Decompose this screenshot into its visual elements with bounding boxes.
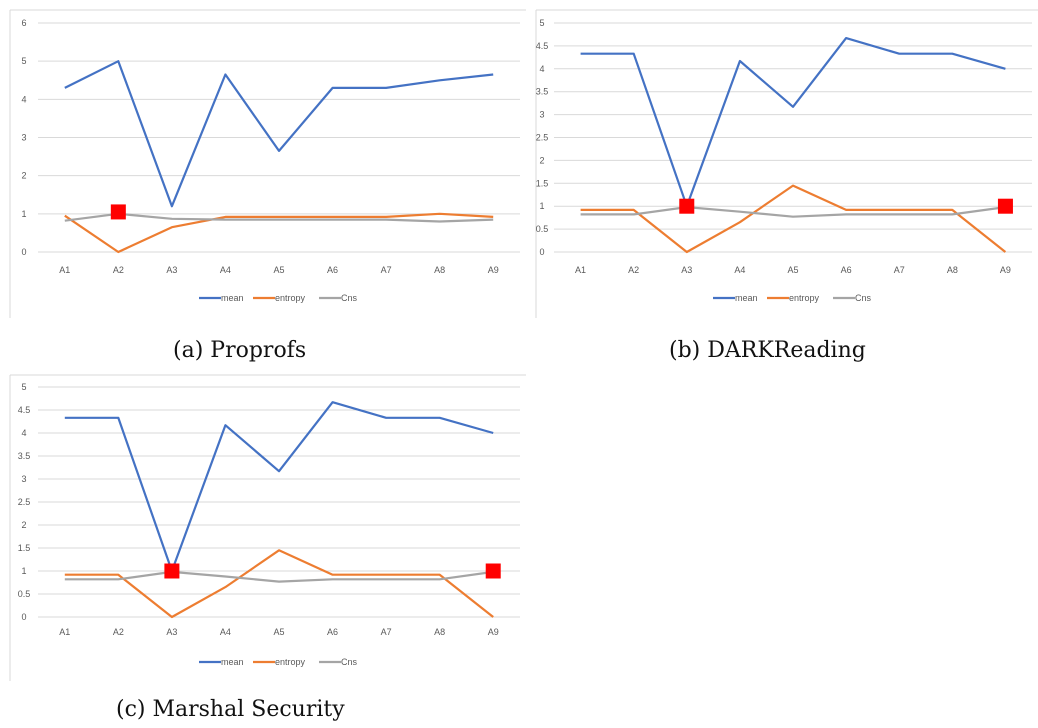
chart-b-legend-label-entropy: entropy — [789, 293, 820, 303]
chart-b-x-tick-label: A7 — [894, 265, 905, 275]
chart-a-x-tick-label: A3 — [166, 265, 177, 275]
chart-a-series-entropy — [64, 212, 494, 254]
chart-c-y-tick-label: 3.5 — [18, 451, 31, 461]
chart-c-x-tick-label: A6 — [327, 627, 338, 637]
chart-c-y-tick-label: 4 — [21, 428, 26, 438]
chart-a-x-tick-label: A9 — [488, 265, 499, 275]
chart-b-series-entropy — [580, 184, 1007, 254]
chart-c-highlight-marker — [164, 563, 180, 579]
chart-c-y-tick-label: 2.5 — [18, 497, 31, 507]
chart-c-x-tick-label: A2 — [113, 627, 124, 637]
chart-c-y-tick-label: 1.5 — [18, 543, 31, 553]
chart-c-legend-label-cns: Cns — [341, 657, 358, 667]
chart-b-y-tick-label: 0 — [539, 247, 544, 257]
chart-a-legend-label-mean: mean — [221, 293, 244, 303]
chart-a-y-tick-label: 3 — [21, 133, 26, 143]
chart-b-x-tick-label: A2 — [628, 265, 639, 275]
chart-c-legend-label-entropy: entropy — [275, 657, 306, 667]
chart-b-y-tick-label: 2.5 — [536, 133, 549, 143]
chart-a-legend-label-entropy: entropy — [275, 293, 306, 303]
chart-b-x-tick-label: A5 — [787, 265, 798, 275]
chart-a-y-tick-label: 6 — [21, 18, 26, 28]
chart-b-y-tick-label: 3 — [539, 110, 544, 120]
chart-b-y-tick-label: 2 — [539, 155, 544, 165]
chart-panel-a: 0 1 2 3 4 5 6 A1 A2 A3 A4 A5 A6 A7 A8 A9 mean entropy Cns — [0, 0, 526, 330]
chart-panel-c: 0 0.5 1 1.5 2 2.5 3 3.5 4 4.5 5 A1 A2 A3 A4 A5 A6 A7 A8 A9 m… — [0, 365, 526, 690]
chart-a-x-tick-label: A5 — [273, 265, 284, 275]
chart-b-highlight-marker — [679, 198, 695, 214]
chart-c-y-tick-label: 2 — [21, 520, 26, 530]
chart-b-y-tick-label: 4.5 — [536, 41, 549, 51]
chart-b-x-tick-label: A4 — [734, 265, 745, 275]
chart-b-legend-label-cns: Cns — [855, 293, 872, 303]
chart-a-series-mean — [64, 60, 494, 208]
chart-c-series-cns — [64, 570, 494, 583]
chart-b-legend-label-mean: mean — [735, 293, 758, 303]
chart-c-svg: 0 0.5 1 1.5 2 2.5 3 3.5 4 4.5 5 A1 A2 A3 A4 A5 A6 A7 A8 A9 m… — [9, 374, 526, 681]
chart-a-x-tick-label: A6 — [327, 265, 338, 275]
chart-c-x-tick-label: A3 — [166, 627, 177, 637]
chart-b-x-tick-label: A8 — [947, 265, 958, 275]
chart-c-x-tick-label: A5 — [273, 627, 284, 637]
caption-c: (c) Marshal Security — [116, 697, 345, 722]
chart-a-y-tick-label: 1 — [21, 209, 26, 219]
chart-b-svg: 0 0.5 1 1.5 2 2.5 3 3.5 4 4.5 5 A1 A2 A3 A4 A5 A6 A7 A8 A9 m… — [535, 9, 1038, 318]
chart-c-series-mean — [64, 401, 494, 573]
chart-a-highlight-marker — [110, 204, 126, 220]
chart-a-svg: 0 1 2 3 4 5 6 A1 A2 A3 A4 A5 A6 A7 A8 A9 mean entropy Cns — [9, 9, 526, 318]
chart-c-x-tick-label: A4 — [220, 627, 231, 637]
chart-c-x-tick-label: A9 — [488, 627, 499, 637]
chart-b-x-tick-label: A1 — [575, 265, 586, 275]
chart-a-x-tick-label: A8 — [434, 265, 445, 275]
chart-c-y-tick-label: 5 — [21, 382, 26, 392]
chart-c-x-tick-label: A7 — [381, 627, 392, 637]
chart-a-x-tick-label: A7 — [381, 265, 392, 275]
chart-c-y-tick-label: 1 — [21, 566, 26, 576]
chart-b-y-tick-label: 0.5 — [536, 224, 549, 234]
chart-b-x-tick-label: A9 — [1000, 265, 1011, 275]
chart-b-highlight-marker — [997, 198, 1013, 214]
chart-a-y-tick-label: 0 — [21, 247, 26, 257]
chart-c-x-tick-label: A1 — [59, 627, 70, 637]
chart-b-y-tick-label: 1 — [539, 201, 544, 211]
chart-c-y-tick-label: 0.5 — [18, 589, 31, 599]
chart-b-y-tick-label: 4 — [539, 64, 544, 74]
chart-panel-b: 0 0.5 1 1.5 2 2.5 3 3.5 4 4.5 5 A1 A2 A3 A4 A5 A6 A7 A8 A9 m… — [530, 0, 1038, 330]
chart-a-series-cns — [64, 212, 494, 223]
chart-a-x-tick-label: A2 — [113, 265, 124, 275]
chart-c-legend-label-mean: mean — [221, 657, 244, 667]
chart-a-x-tick-label: A1 — [59, 265, 70, 275]
chart-b-x-tick-label: A6 — [841, 265, 852, 275]
chart-b-x-tick-label: A3 — [681, 265, 692, 275]
chart-c-y-tick-label: 4.5 — [18, 405, 31, 415]
chart-a-y-tick-label: 4 — [21, 94, 26, 104]
chart-c-series-entropy — [64, 549, 494, 619]
chart-a-x-tick-label: A4 — [220, 265, 231, 275]
chart-b-series-cns — [580, 206, 1006, 218]
chart-c-y-tick-label: 0 — [21, 612, 26, 622]
chart-c-y-tick-label: 3 — [21, 474, 26, 484]
chart-b-series-mean — [580, 36, 1006, 208]
chart-a-y-tick-label: 2 — [21, 171, 26, 181]
chart-b-y-tick-label: 5 — [539, 18, 544, 28]
chart-b-y-tick-label: 1.5 — [536, 178, 549, 188]
caption-b: (b) DARKReading — [669, 338, 866, 363]
chart-b-y-tick-label: 3.5 — [536, 87, 549, 97]
chart-a-legend-label-cns: Cns — [341, 293, 358, 303]
chart-c-x-tick-label: A8 — [434, 627, 445, 637]
caption-a: (a) Proprofs — [173, 338, 307, 363]
chart-c-highlight-marker — [485, 563, 501, 579]
chart-a-y-tick-label: 5 — [21, 56, 26, 66]
